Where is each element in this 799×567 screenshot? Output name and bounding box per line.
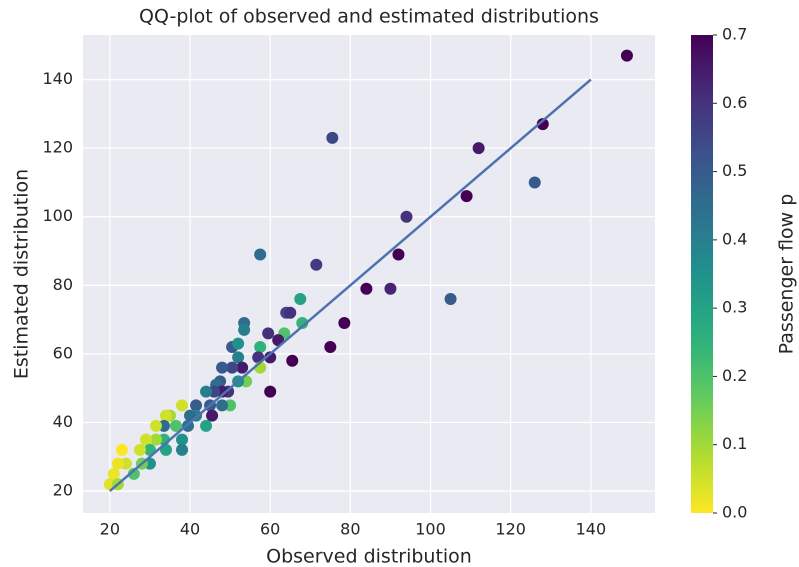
x-tick-label: 40 (180, 520, 200, 539)
colorbar-tick-label: 0.7 (722, 25, 747, 44)
colorbar-tick-label: 0.6 (722, 93, 747, 112)
colorbar-tick-label: 0.0 (722, 503, 747, 522)
point (264, 351, 277, 364)
point (176, 443, 189, 456)
colorbar-tick-label: 0.5 (722, 161, 747, 180)
point (620, 49, 633, 62)
y-tick-label: 20 (53, 481, 73, 500)
point (460, 190, 473, 203)
point (111, 457, 124, 470)
reference-line (109, 78, 592, 493)
colorbar-tick-label: 0.4 (722, 229, 747, 248)
point (326, 131, 339, 144)
point (338, 317, 351, 330)
point (392, 248, 405, 261)
y-tick-label: 60 (53, 343, 73, 362)
point (254, 341, 267, 354)
point (296, 317, 309, 330)
point (294, 293, 307, 306)
x-tick-label: 140 (576, 520, 607, 539)
point (400, 210, 413, 223)
y-tick-label: 140 (42, 69, 73, 88)
point (262, 327, 275, 340)
point (133, 443, 146, 456)
point (127, 467, 140, 480)
point (216, 361, 229, 374)
point (176, 433, 189, 446)
point (360, 282, 373, 295)
x-tick-label: 80 (340, 520, 360, 539)
point (284, 306, 297, 319)
point (310, 258, 323, 271)
point (159, 409, 172, 422)
point (324, 341, 337, 354)
y-tick-label: 80 (53, 275, 73, 294)
colorbar-tick-label: 0.3 (722, 298, 747, 317)
colorbar-tick-label: 0.1 (722, 434, 747, 453)
point (472, 142, 485, 155)
point (444, 293, 457, 306)
point (139, 433, 152, 446)
point (169, 419, 182, 432)
point (149, 419, 162, 432)
point (115, 443, 128, 456)
x-tick-label: 60 (260, 520, 280, 539)
point (236, 361, 249, 374)
colorbar-tick-label: 0.2 (722, 366, 747, 385)
point (384, 282, 397, 295)
y-tick-label: 100 (42, 206, 73, 225)
point (536, 118, 549, 131)
chart-title: QQ-plot of observed and estimated distri… (139, 6, 599, 28)
point (232, 351, 245, 364)
point (200, 419, 213, 432)
x-axis-label: Observed distribution (266, 546, 472, 567)
x-tick-label: 100 (415, 520, 446, 539)
point (232, 337, 245, 350)
point (254, 248, 267, 261)
point (528, 176, 541, 189)
point (107, 467, 120, 480)
point (206, 409, 219, 422)
y-tick-label: 40 (53, 412, 73, 431)
point (149, 433, 162, 446)
colorbar (691, 35, 713, 513)
point (200, 385, 213, 398)
point (264, 385, 277, 398)
x-tick-label: 20 (100, 520, 120, 539)
point (190, 399, 203, 412)
y-axis-label: Estimated distribution (11, 169, 33, 379)
point (216, 399, 229, 412)
point (238, 323, 251, 336)
point (286, 354, 299, 367)
point (176, 399, 189, 412)
y-tick-label: 120 (42, 138, 73, 157)
point (226, 361, 239, 374)
x-tick-label: 120 (495, 520, 526, 539)
colorbar-label: Passenger flow p (776, 194, 798, 355)
